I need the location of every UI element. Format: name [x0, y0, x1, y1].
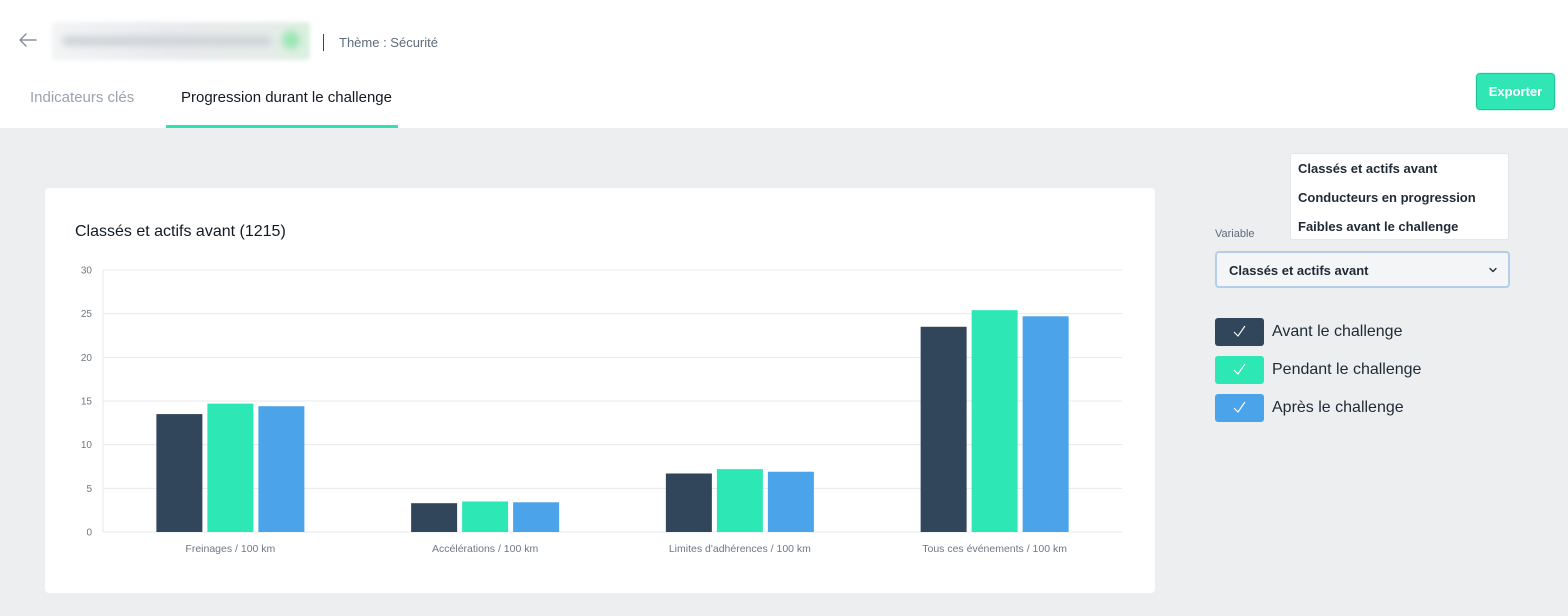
chevron-down-icon — [1489, 267, 1497, 273]
bar-avant[interactable] — [665, 473, 712, 532]
blurred-challenge-name — [52, 22, 310, 60]
check-icon — [1233, 363, 1246, 375]
y-tick-label: 0 — [86, 528, 92, 539]
legend-checkbox-pendant[interactable] — [1215, 356, 1264, 384]
chart-title: Classés et actifs avant (1215) — [75, 223, 286, 240]
bar-pendant[interactable] — [462, 501, 509, 532]
y-tick-label: 15 — [81, 397, 93, 408]
bar-apres[interactable] — [513, 502, 560, 532]
y-tick-label: 5 — [86, 484, 92, 495]
dropdown-option-classes-actifs[interactable]: Classés et actifs avant — [1298, 161, 1438, 176]
check-icon — [1233, 401, 1246, 413]
x-tick-label: Accélérations / 100 km — [432, 543, 538, 555]
tab-key-indicators[interactable]: Indicateurs clés — [30, 89, 135, 106]
variable-label: Variable — [1215, 228, 1255, 240]
top-header: Thème : Sécurité Indicateurs clés Progre… — [0, 0, 1568, 128]
legend-label-avant: Avant le challenge — [1272, 323, 1403, 340]
legend-label-pendant: Pendant le challenge — [1272, 361, 1422, 378]
title-separator — [323, 34, 324, 51]
active-tab-underline — [166, 125, 398, 128]
legend-checkbox-avant[interactable] — [1215, 318, 1264, 346]
variable-dropdown-menu: Classés et actifs avant Conducteurs en p… — [1290, 153, 1509, 240]
bar-pendant[interactable] — [207, 403, 254, 532]
bar-avant[interactable] — [920, 326, 967, 532]
x-tick-label: Limites d'adhérences / 100 km — [669, 543, 811, 555]
legend-toggle-pendant[interactable]: Pendant le challenge — [1215, 356, 1475, 384]
export-button[interactable]: Exporter — [1476, 73, 1555, 110]
dropdown-option-conducteurs-progression[interactable]: Conducteurs en progression — [1298, 190, 1476, 205]
bar-apres[interactable] — [258, 406, 305, 532]
legend-label-apres: Après le challenge — [1272, 399, 1404, 416]
variable-select[interactable]: Classés et actifs avant — [1215, 251, 1510, 288]
theme-label: Thème : Sécurité — [339, 35, 438, 50]
y-tick-label: 25 — [81, 309, 93, 320]
bar-chart: 0 5 10 15 20 25 30 Freinages / 100 km Accélérati… — [81, 266, 1122, 555]
chart-card: Classés et actifs avant (1215) 0 5 10 15 20 2… — [45, 188, 1155, 593]
legend-toggle-apres[interactable]: Après le challenge — [1215, 394, 1475, 422]
x-tick-label: Freinages / 100 km — [185, 543, 275, 555]
variable-select-value: Classés et actifs avant — [1229, 263, 1369, 278]
y-tick-label: 30 — [81, 266, 93, 277]
y-tick-label: 20 — [81, 353, 93, 364]
x-tick-label: Tous ces événements / 100 km — [922, 543, 1067, 555]
bar-avant[interactable] — [156, 414, 203, 532]
check-icon — [1233, 325, 1246, 337]
legend-checkbox-apres[interactable] — [1215, 394, 1264, 422]
bar-apres[interactable] — [767, 471, 814, 532]
bar-pendant[interactable] — [971, 310, 1018, 532]
legend-toggle-avant[interactable]: Avant le challenge — [1215, 318, 1475, 346]
back-arrow-icon[interactable] — [16, 28, 40, 52]
bar-avant[interactable] — [411, 503, 458, 532]
bar-pendant[interactable] — [716, 469, 763, 532]
bar-apres[interactable] — [1022, 316, 1069, 532]
tab-progression[interactable]: Progression durant le challenge — [181, 89, 392, 106]
y-tick-label: 10 — [81, 440, 93, 451]
dropdown-option-faibles-avant[interactable]: Faibles avant le challenge — [1298, 219, 1459, 234]
